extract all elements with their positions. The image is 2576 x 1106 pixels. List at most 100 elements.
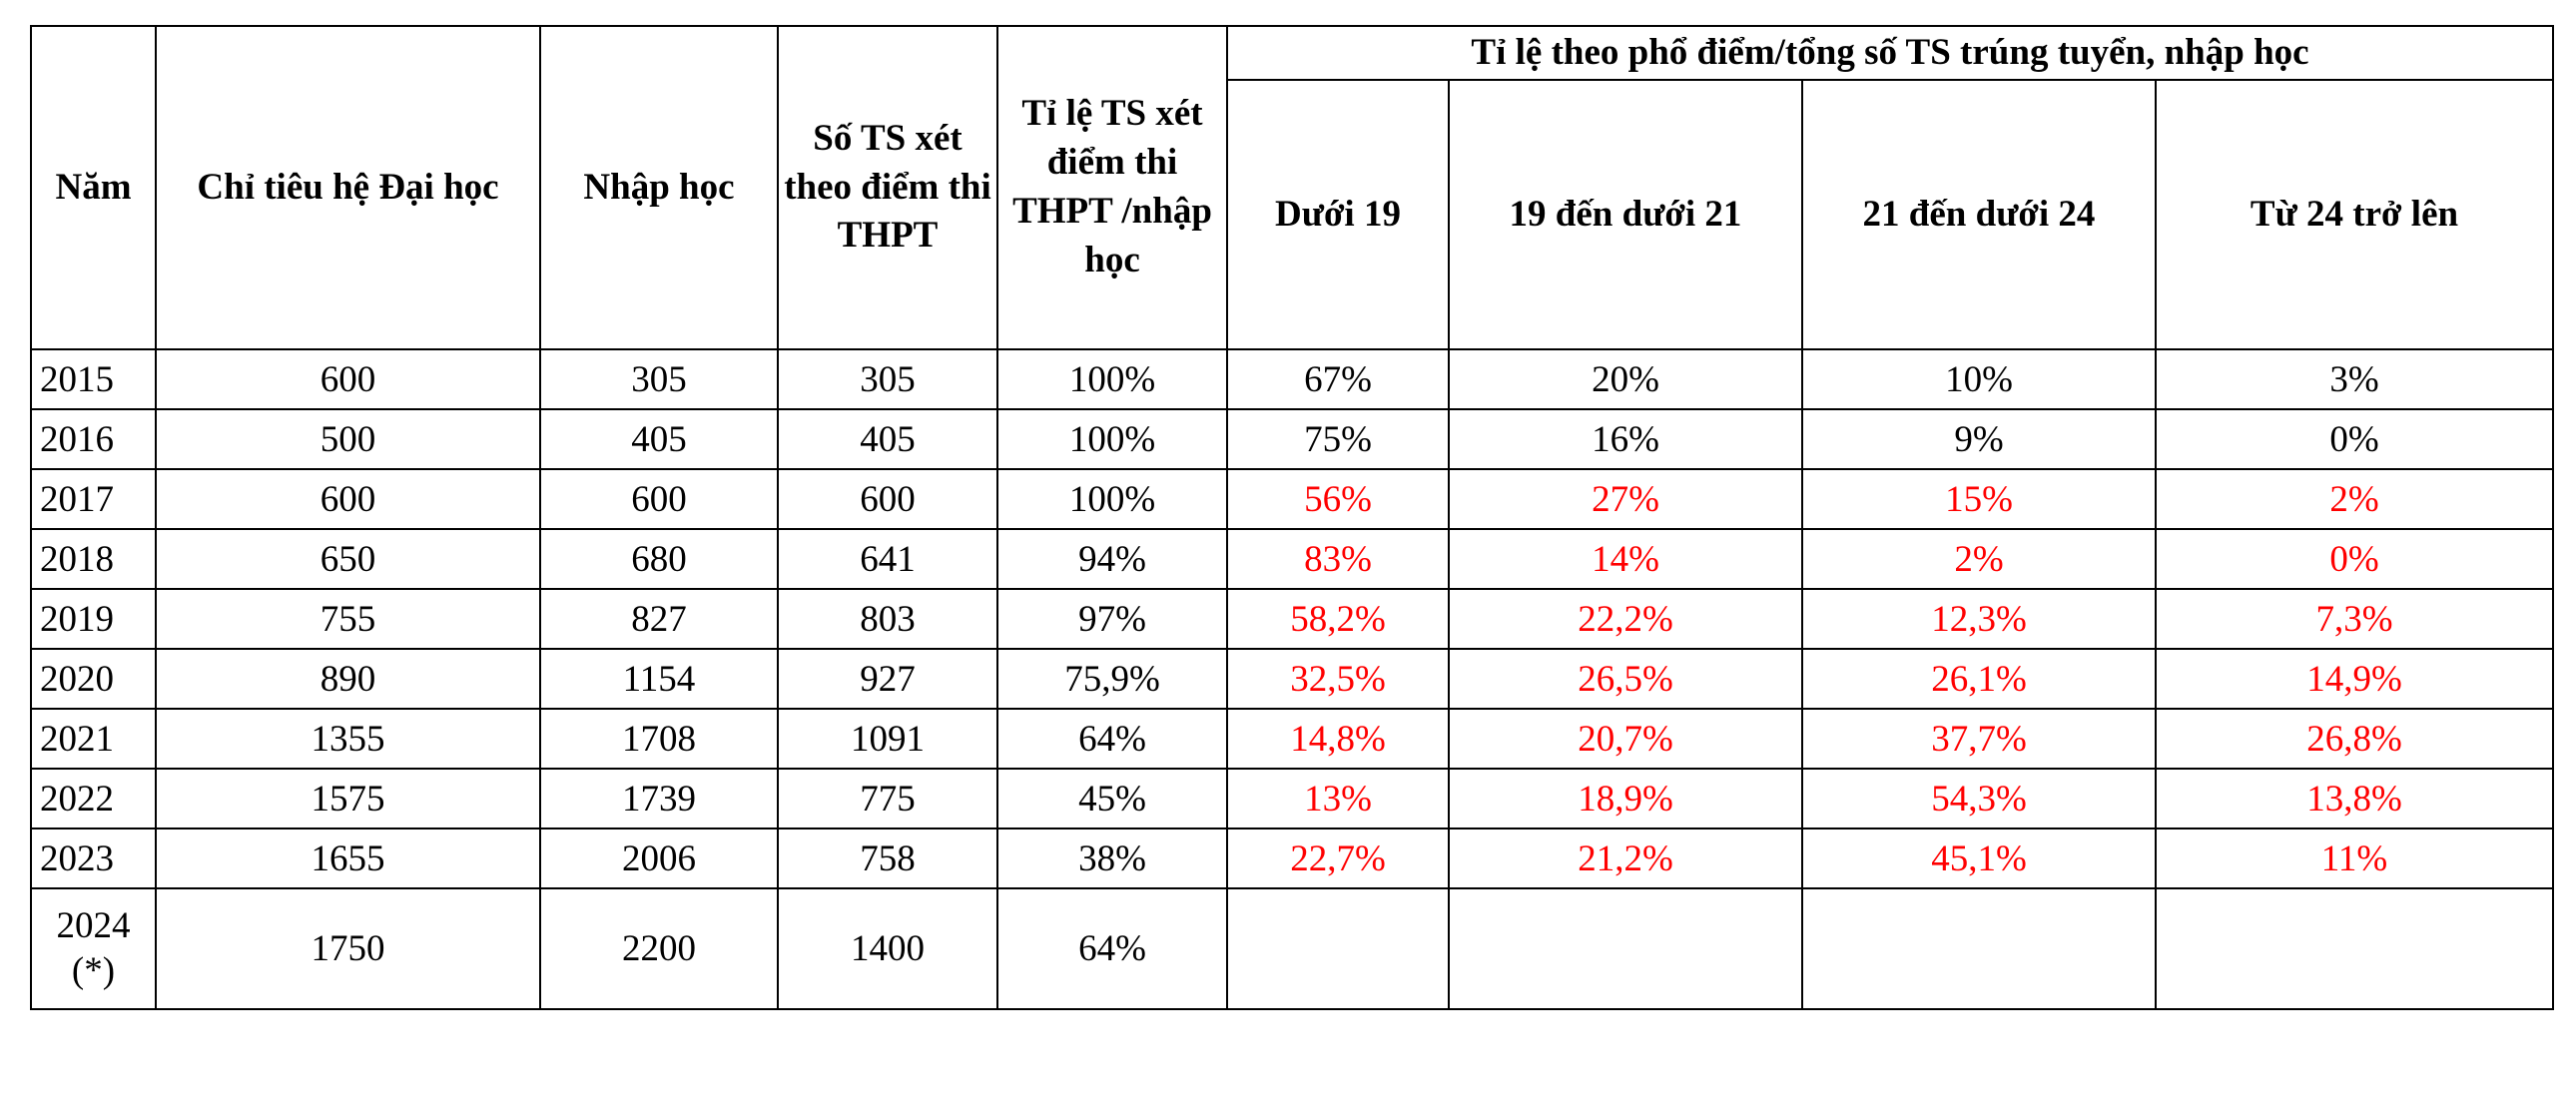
year-text: 2019 bbox=[40, 598, 114, 640]
table-row: 2024 (*) 1750 2200 1400 64% bbox=[30, 887, 2554, 1010]
year-text: 2022 bbox=[40, 778, 114, 820]
cell-quota: 600 bbox=[155, 468, 541, 530]
cell-year: 2022 bbox=[30, 768, 157, 830]
cell-enrolled: 680 bbox=[539, 528, 779, 590]
cell-thpt-count: 927 bbox=[777, 648, 998, 710]
cell-enrolled: 2006 bbox=[539, 828, 779, 889]
cell-band-0: 67% bbox=[1226, 348, 1450, 410]
cell-band-3 bbox=[2155, 887, 2554, 1010]
cell-thpt-count: 305 bbox=[777, 348, 998, 410]
cell-thpt-count: 600 bbox=[777, 468, 998, 530]
cell-band-3: 0% bbox=[2155, 528, 2554, 590]
cell-quota: 890 bbox=[155, 648, 541, 710]
cell-thpt-count: 758 bbox=[777, 828, 998, 889]
cell-thpt-count: 405 bbox=[777, 408, 998, 470]
year-text: 2021 bbox=[40, 718, 114, 760]
cell-enrolled: 1154 bbox=[539, 648, 779, 710]
cell-quota: 650 bbox=[155, 528, 541, 590]
cell-year: 2019 bbox=[30, 588, 157, 650]
cell-band-2: 37,7% bbox=[1801, 708, 2157, 770]
cell-band-2 bbox=[1801, 887, 2157, 1010]
cell-thpt-ratio: 38% bbox=[996, 828, 1228, 889]
header-score-band-group: Tỉ lệ theo phổ điểm/tổng số TS trúng tuy… bbox=[1226, 25, 2554, 81]
cell-year: 2020 bbox=[30, 648, 157, 710]
admissions-table: Năm Chỉ tiêu hệ Đại học Nhập học Số TS x… bbox=[30, 25, 2554, 1010]
cell-band-2: 12,3% bbox=[1801, 588, 2157, 650]
header-row-top: Năm Chỉ tiêu hệ Đại học Nhập học Số TS x… bbox=[30, 25, 2554, 350]
table-row: 2017 600 600 600 100% 56% 27% 15% 2% bbox=[30, 468, 2554, 530]
year-text: 2016 bbox=[40, 418, 114, 460]
cell-band-0: 14,8% bbox=[1226, 708, 1450, 770]
cell-band-0 bbox=[1226, 887, 1450, 1010]
year-text: 2015 bbox=[40, 358, 114, 400]
cell-thpt-ratio: 64% bbox=[996, 887, 1228, 1010]
cell-band-3: 2% bbox=[2155, 468, 2554, 530]
header-thpt-count: Số TS xét theo điểm thi THPT bbox=[777, 25, 998, 350]
cell-band-2: 26,1% bbox=[1801, 648, 2157, 710]
cell-year: 2023 bbox=[30, 828, 157, 889]
table-row: 2019 755 827 803 97% 58,2% 22,2% 12,3% 7,3% bbox=[30, 588, 2554, 650]
cell-year: 2016 bbox=[30, 408, 157, 470]
table-row: 2016 500 405 405 100% 75% 16% 9% 0% bbox=[30, 408, 2554, 470]
cell-band-3: 3% bbox=[2155, 348, 2554, 410]
cell-band-1: 20,7% bbox=[1448, 708, 1803, 770]
cell-enrolled: 1708 bbox=[539, 708, 779, 770]
cell-band-0: 13% bbox=[1226, 768, 1450, 830]
header-row-bands: Dưới 19 19 đến dưới 21 21 đến dưới 24 Từ… bbox=[31, 79, 2554, 350]
header-thpt-ratio: Tỉ lệ TS xét điểm thi THPT /nhập học bbox=[996, 25, 1228, 350]
year-text: 2020 bbox=[40, 658, 114, 700]
cell-band-3: 0% bbox=[2155, 408, 2554, 470]
cell-band-1: 14% bbox=[1448, 528, 1803, 590]
cell-thpt-ratio: 100% bbox=[996, 348, 1228, 410]
header-band-21-24: 21 đến dưới 24 bbox=[1801, 79, 2157, 350]
year-text: 2017 bbox=[40, 478, 114, 520]
cell-quota: 500 bbox=[155, 408, 541, 470]
table-row: 2020 890 1154 927 75,9% 32,5% 26,5% 26,1% 14,9% bbox=[30, 648, 2554, 710]
cell-thpt-count: 803 bbox=[777, 588, 998, 650]
cell-thpt-ratio: 64% bbox=[996, 708, 1228, 770]
cell-quota: 1355 bbox=[155, 708, 541, 770]
cell-band-0: 75% bbox=[1226, 408, 1450, 470]
table-body: 2015 600 305 305 100% 67% 20% 10% 3% 2016 500 405 40… bbox=[30, 348, 2554, 1010]
cell-enrolled: 600 bbox=[539, 468, 779, 530]
cell-band-2: 9% bbox=[1801, 408, 2157, 470]
cell-enrolled: 405 bbox=[539, 408, 779, 470]
table-row: 2023 1655 2006 758 38% 22,7% 21,2% 45,1% 11% bbox=[30, 828, 2554, 889]
cell-quota: 1750 bbox=[155, 887, 541, 1010]
cell-band-2: 2% bbox=[1801, 528, 2157, 590]
cell-thpt-count: 1400 bbox=[777, 887, 998, 1010]
admissions-table-container: Năm Chỉ tiêu hệ Đại học Nhập học Số TS x… bbox=[30, 25, 2554, 1010]
cell-thpt-ratio: 100% bbox=[996, 468, 1228, 530]
cell-band-0: 58,2% bbox=[1226, 588, 1450, 650]
cell-year: 2015 bbox=[30, 348, 157, 410]
year-text: 2023 bbox=[40, 837, 114, 879]
cell-band-1: 27% bbox=[1448, 468, 1803, 530]
cell-band-0: 83% bbox=[1226, 528, 1450, 590]
cell-enrolled: 827 bbox=[539, 588, 779, 650]
cell-band-2: 10% bbox=[1801, 348, 2157, 410]
table-row: 2018 650 680 641 94% 83% 14% 2% 0% bbox=[30, 528, 2554, 590]
header-year: Năm bbox=[30, 25, 157, 350]
cell-band-3: 7,3% bbox=[2155, 588, 2554, 650]
cell-band-3: 14,9% bbox=[2155, 648, 2554, 710]
year-text: 2018 bbox=[40, 538, 114, 580]
cell-thpt-ratio: 75,9% bbox=[996, 648, 1228, 710]
cell-band-1: 22,2% bbox=[1448, 588, 1803, 650]
table-row: 2015 600 305 305 100% 67% 20% 10% 3% bbox=[30, 348, 2554, 410]
cell-quota: 600 bbox=[155, 348, 541, 410]
cell-quota: 1575 bbox=[155, 768, 541, 830]
cell-band-3: 13,8% bbox=[2155, 768, 2554, 830]
cell-enrolled: 305 bbox=[539, 348, 779, 410]
header-quota: Chỉ tiêu hệ Đại học bbox=[155, 25, 541, 350]
cell-year: 2017 bbox=[30, 468, 157, 530]
cell-band-1: 20% bbox=[1448, 348, 1803, 410]
cell-enrolled: 1739 bbox=[539, 768, 779, 830]
header-band-24-plus: Từ 24 trở lên bbox=[2155, 79, 2554, 350]
cell-band-2: 45,1% bbox=[1801, 828, 2157, 889]
cell-thpt-ratio: 100% bbox=[996, 408, 1228, 470]
cell-band-0: 32,5% bbox=[1226, 648, 1450, 710]
cell-year: 2024 (*) bbox=[30, 887, 157, 1010]
table-row: 2021 1355 1708 1091 64% 14,8% 20,7% 37,7% 26,8% bbox=[30, 708, 2554, 770]
cell-quota: 755 bbox=[155, 588, 541, 650]
cell-band-0: 56% bbox=[1226, 468, 1450, 530]
